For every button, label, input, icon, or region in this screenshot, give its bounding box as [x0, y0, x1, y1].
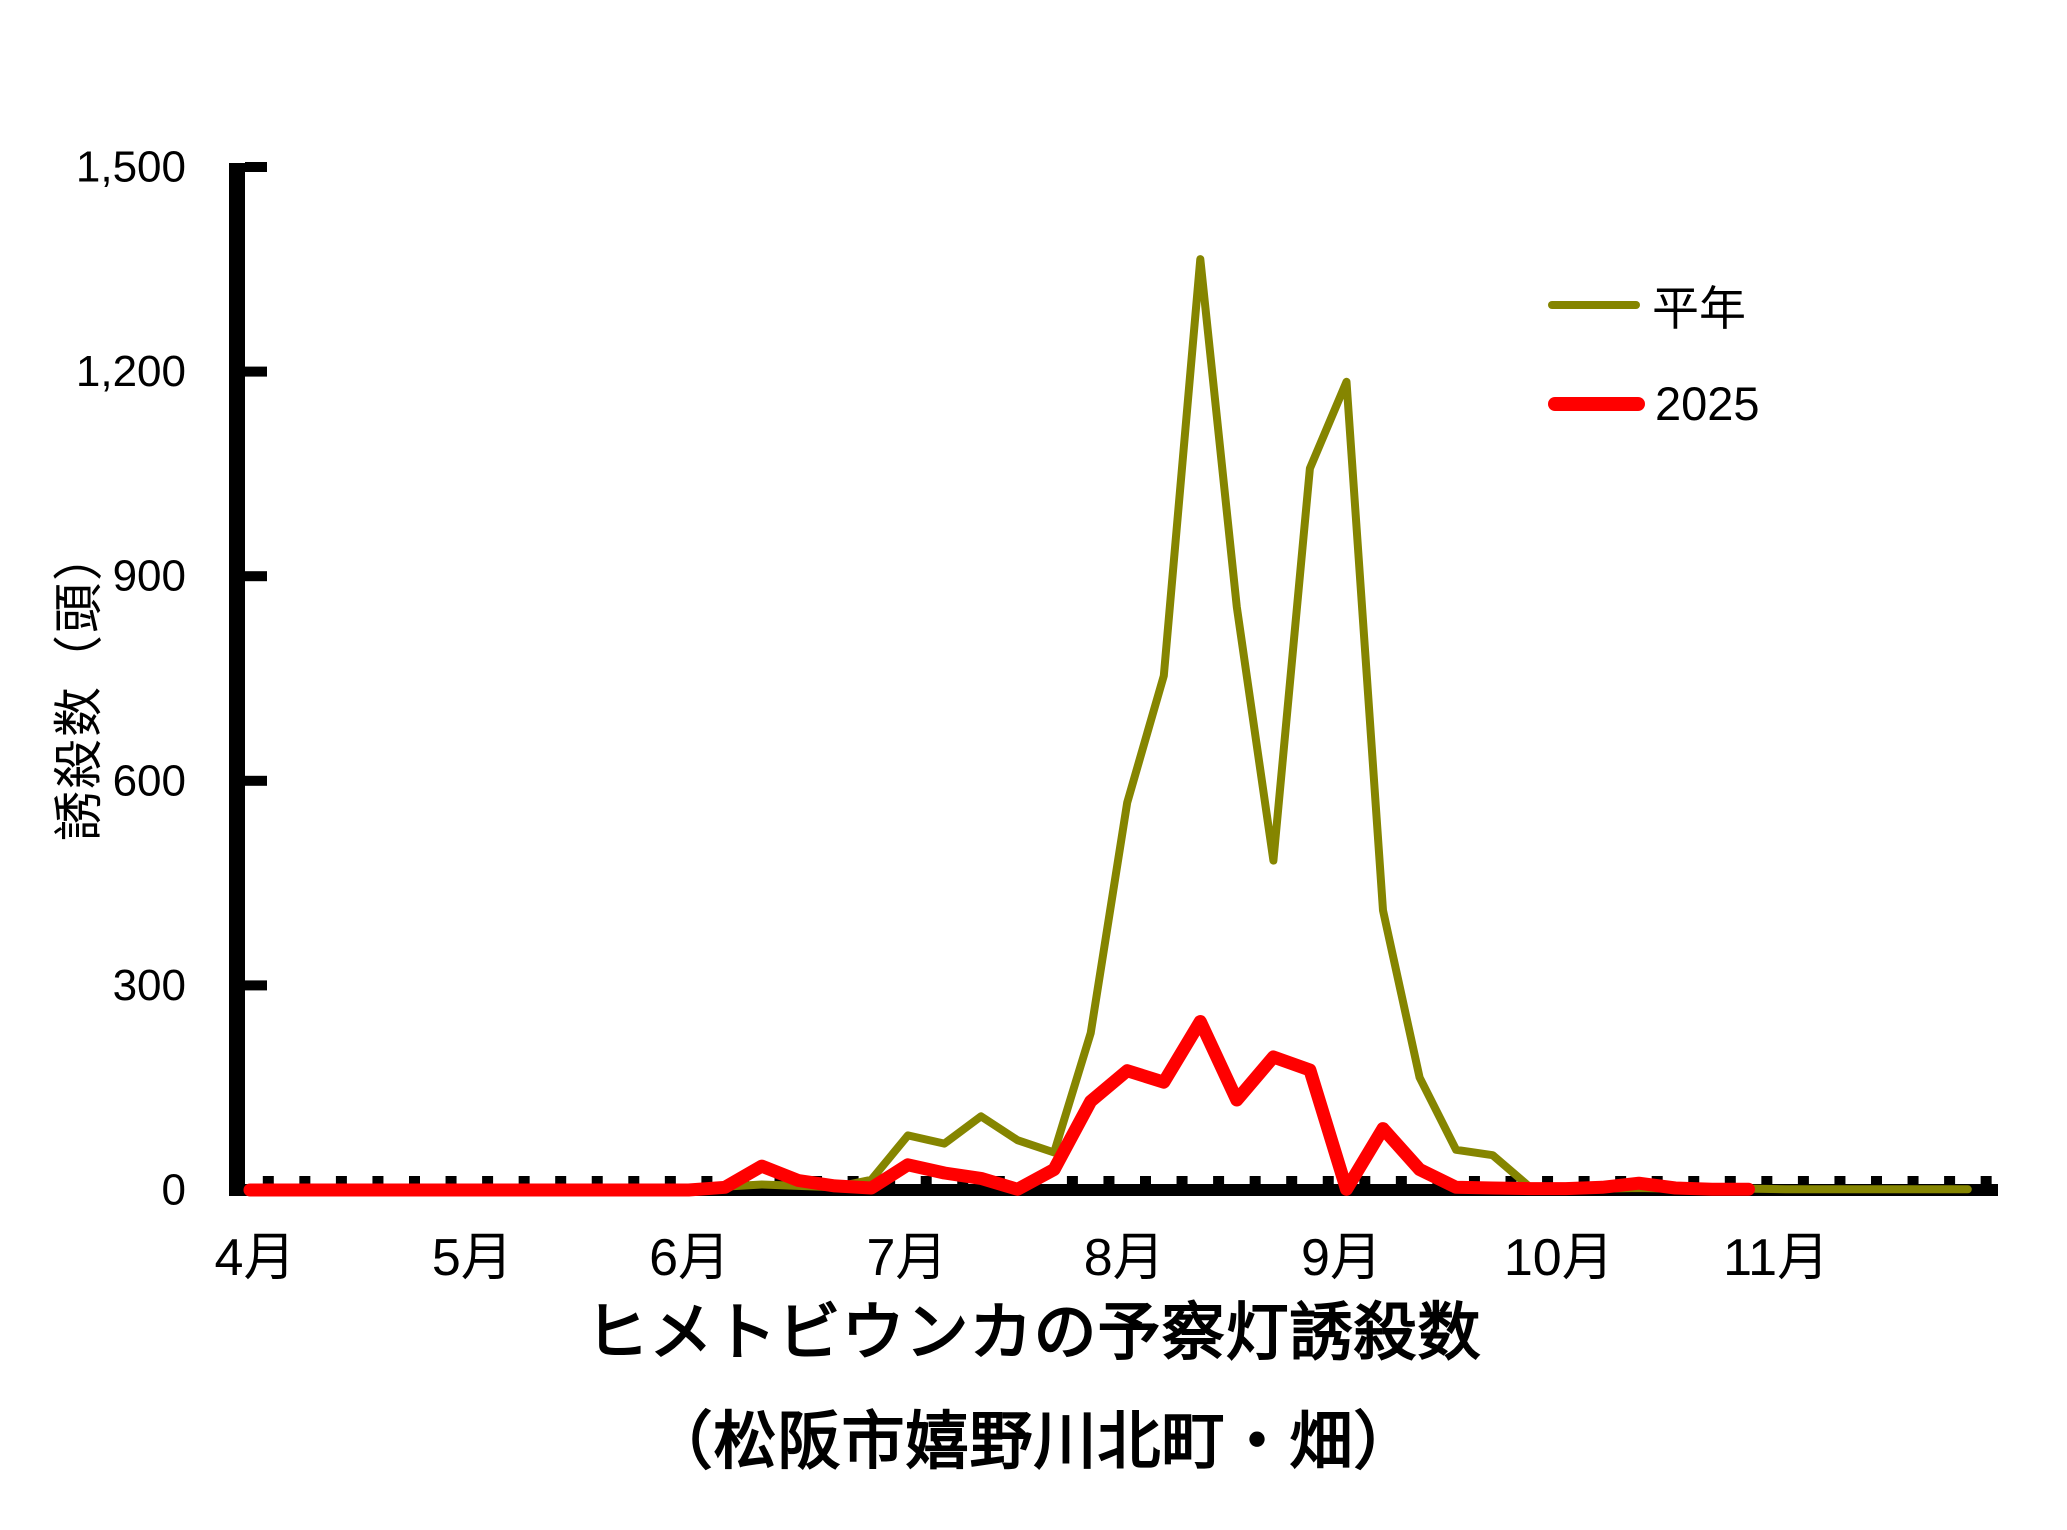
y-tick-mark — [245, 366, 267, 377]
x-tick-mark — [1797, 1176, 1809, 1191]
x-tick-mark — [1286, 1176, 1298, 1191]
x-tick-mark — [1907, 1176, 1919, 1191]
x-month-label: 6月 — [649, 1229, 730, 1287]
x-month-label: 10月 — [1504, 1229, 1614, 1287]
y-tick-mark — [245, 980, 267, 991]
y-tick-mark — [245, 162, 267, 172]
y-tick-label: 0 — [162, 1166, 186, 1215]
heinen-line-swatch — [1548, 300, 1640, 309]
legend-item-2025: 2025 — [1548, 376, 1760, 431]
x-tick-mark — [1322, 1176, 1334, 1191]
chart-title-block: ヒメトビウンカの予察灯誘殺数 （松阪市嬉野川北町・畑） — [0, 1282, 2067, 1482]
x-tick-mark — [1980, 1176, 1992, 1191]
y-tick-label: 600 — [113, 756, 186, 805]
y-axis-title: 誘殺数（頭） — [51, 529, 107, 841]
legend-label-heinen: 平年 — [1652, 282, 1746, 335]
series-line-2025 — [243, 1015, 1755, 1197]
x-month-label: 7月 — [866, 1229, 947, 1287]
x-tick-mark — [1359, 1176, 1371, 1191]
x-tick-mark — [1103, 1176, 1115, 1191]
x-tick-mark — [1213, 1176, 1225, 1191]
x-month-label: 8月 — [1084, 1229, 1165, 1287]
legend-label-2025: 2025 — [1655, 377, 1760, 430]
x-tick-mark — [1871, 1176, 1882, 1191]
legend-item-heinen: 平年 — [1548, 270, 1746, 339]
y-tick-label: 300 — [113, 961, 186, 1010]
y-tick-label: 1,500 — [76, 143, 186, 192]
x-tick-mark — [1066, 1176, 1078, 1191]
x-tick-mark — [1834, 1176, 1846, 1191]
chart-subtitle: （松阪市嬉野川北町・畑） — [649, 1407, 1418, 1477]
chart-title: ヒメトビウンカの予察灯誘殺数 — [585, 1298, 1482, 1368]
2025-line-swatch — [1548, 396, 1645, 411]
x-tick-mark — [1176, 1176, 1188, 1191]
x-month-label: 11月 — [1723, 1229, 1829, 1287]
x-month-label: 4月 — [215, 1229, 296, 1287]
x-tick-mark — [1761, 1176, 1773, 1191]
y-tick-label: 1,200 — [76, 347, 186, 396]
x-tick-mark — [1140, 1176, 1151, 1191]
x-tick-mark — [1395, 1176, 1407, 1191]
y-axis-line — [229, 163, 245, 1196]
x-month-label: 5月 — [432, 1229, 513, 1287]
y-tick-label: 900 — [113, 552, 186, 601]
y-tick-mark — [245, 571, 267, 582]
x-tick-mark — [1249, 1176, 1261, 1191]
x-month-label: 9月 — [1301, 1229, 1382, 1287]
x-tick-mark — [920, 1176, 932, 1191]
x-tick-mark — [1944, 1176, 1956, 1191]
y-tick-mark — [245, 775, 267, 786]
x-tick-mark — [957, 1176, 969, 1191]
